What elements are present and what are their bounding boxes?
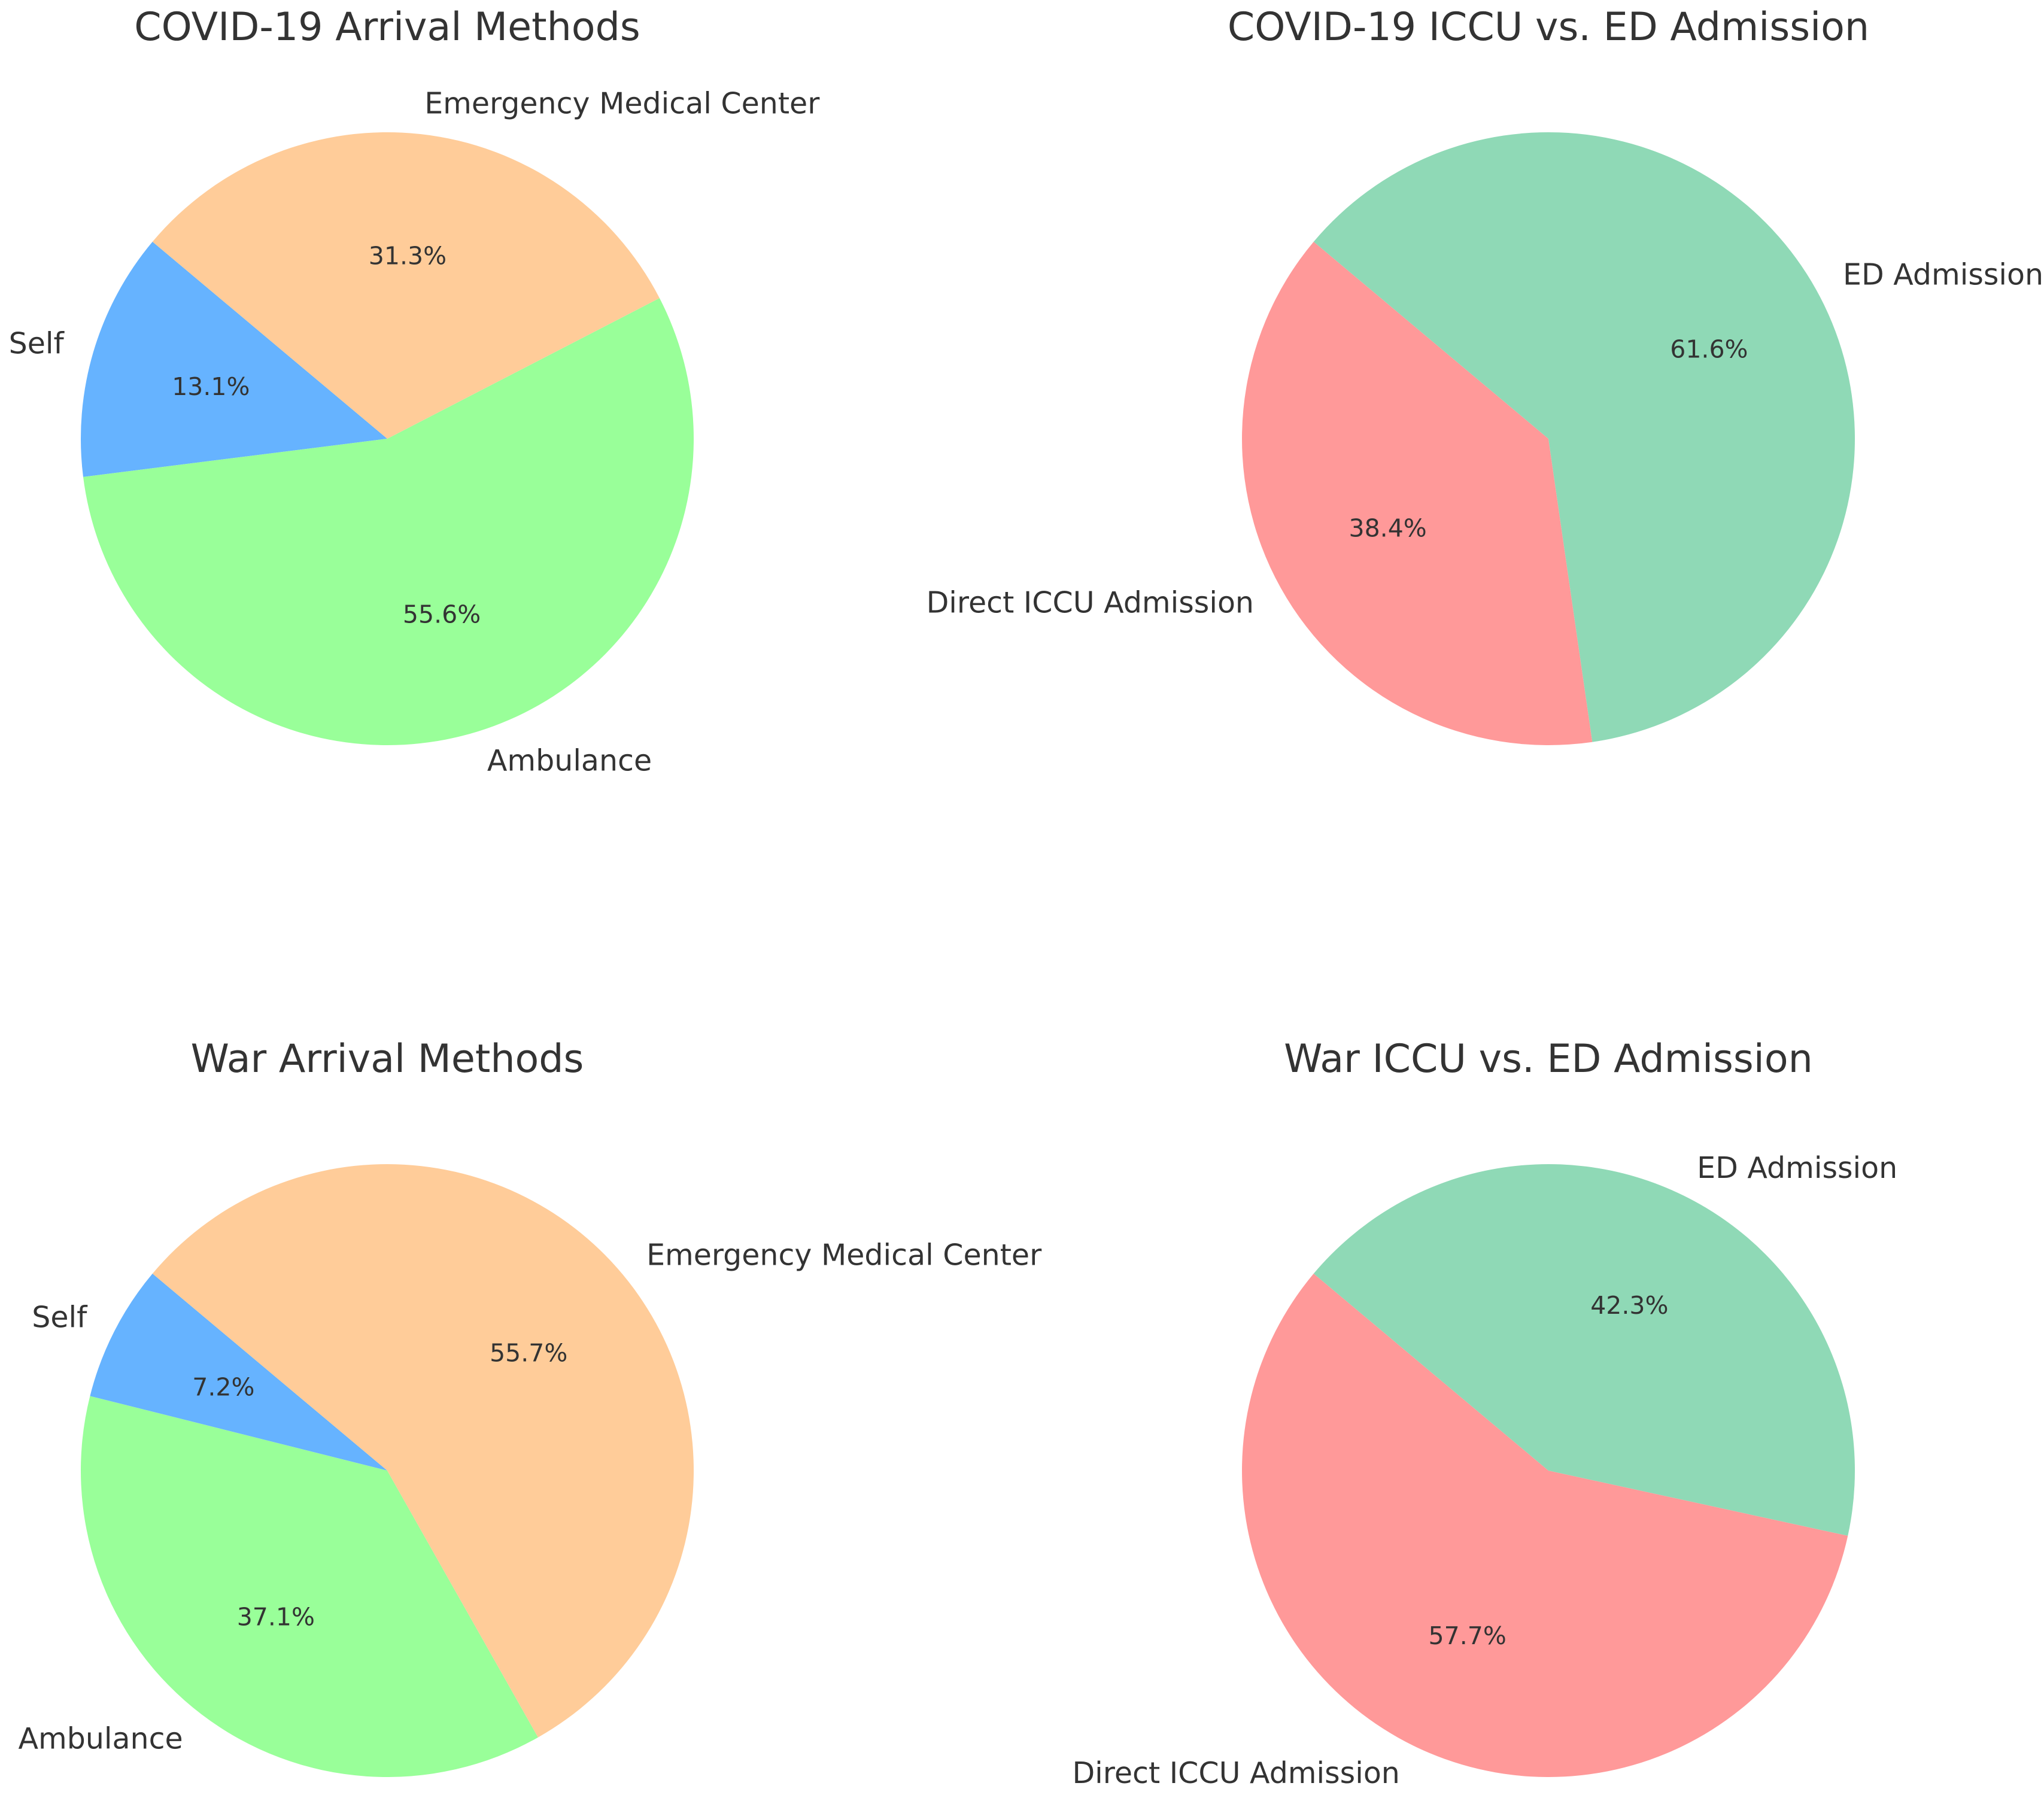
slice-label: ED Admission: [1697, 1151, 1897, 1185]
slice-label: Emergency Medical Center: [424, 87, 820, 121]
chart-title: War ICCU vs. ED Admission: [1284, 1037, 1813, 1082]
pie-slice-emergency-medical-center: [152, 1164, 694, 1738]
slice-percent-label: 38.4%: [1349, 514, 1427, 543]
slice-label: Ambulance: [19, 1722, 183, 1756]
pie-chart-war-arrival: War Arrival Methods Self 7.2% Ambulance 37.1…: [19, 1037, 1042, 1778]
pie-slice-ambulance: [80, 1396, 538, 1778]
slice-label: Direct ICCU Admission: [927, 586, 1254, 620]
slice-percent-label: 57.7%: [1429, 1621, 1507, 1650]
slice-percent-label: 61.6%: [1670, 335, 1748, 364]
chart-title: COVID-19 Arrival Methods: [134, 5, 640, 50]
slice-label: Ambulance: [487, 743, 652, 777]
slice-label: Self: [32, 1300, 88, 1334]
pie-slice-self: [90, 1273, 387, 1471]
slice-percent-label: 55.7%: [490, 1339, 567, 1368]
pie-slice-ed-admission: [1313, 1164, 1855, 1536]
slice-label: Self: [9, 326, 65, 360]
chart-title: War Arrival Methods: [191, 1037, 584, 1082]
slice-percent-label: 7.2%: [192, 1372, 254, 1401]
slice-percent-label: 13.1%: [172, 372, 250, 401]
pie-chart-covid-arrival: COVID-19 Arrival Methods Self 13.1% Ambulan…: [9, 5, 821, 777]
slice-label: Direct ICCU Admission: [1072, 1756, 1399, 1790]
slice-label: Emergency Medical Center: [646, 1238, 1042, 1272]
pie-slice-direct-iccu-admission: [1242, 241, 1593, 745]
pie-slice-direct-iccu-admission: [1242, 1273, 1848, 1777]
slice-label: ED Admission: [1843, 257, 2043, 291]
pie-slice-ambulance: [83, 298, 694, 745]
slice-percent-label: 42.3%: [1590, 1291, 1668, 1320]
slice-percent-label: 37.1%: [237, 1602, 315, 1631]
pie-chart-covid-admission: COVID-19 ICCU vs. ED Admission Direct ICC…: [927, 5, 2043, 745]
slice-percent-label: 31.3%: [369, 242, 447, 271]
chart-title: COVID-19 ICCU vs. ED Admission: [1228, 5, 1869, 50]
pie-slice-self: [80, 241, 388, 477]
pie-chart-war-admission: War ICCU vs. ED Admission Direct ICCU Adm…: [1072, 1037, 1897, 1790]
slice-percent-label: 55.6%: [403, 600, 481, 628]
pie-slice-ed-admission: [1313, 132, 1855, 742]
pie-slice-emergency-medical-center: [152, 132, 660, 439]
